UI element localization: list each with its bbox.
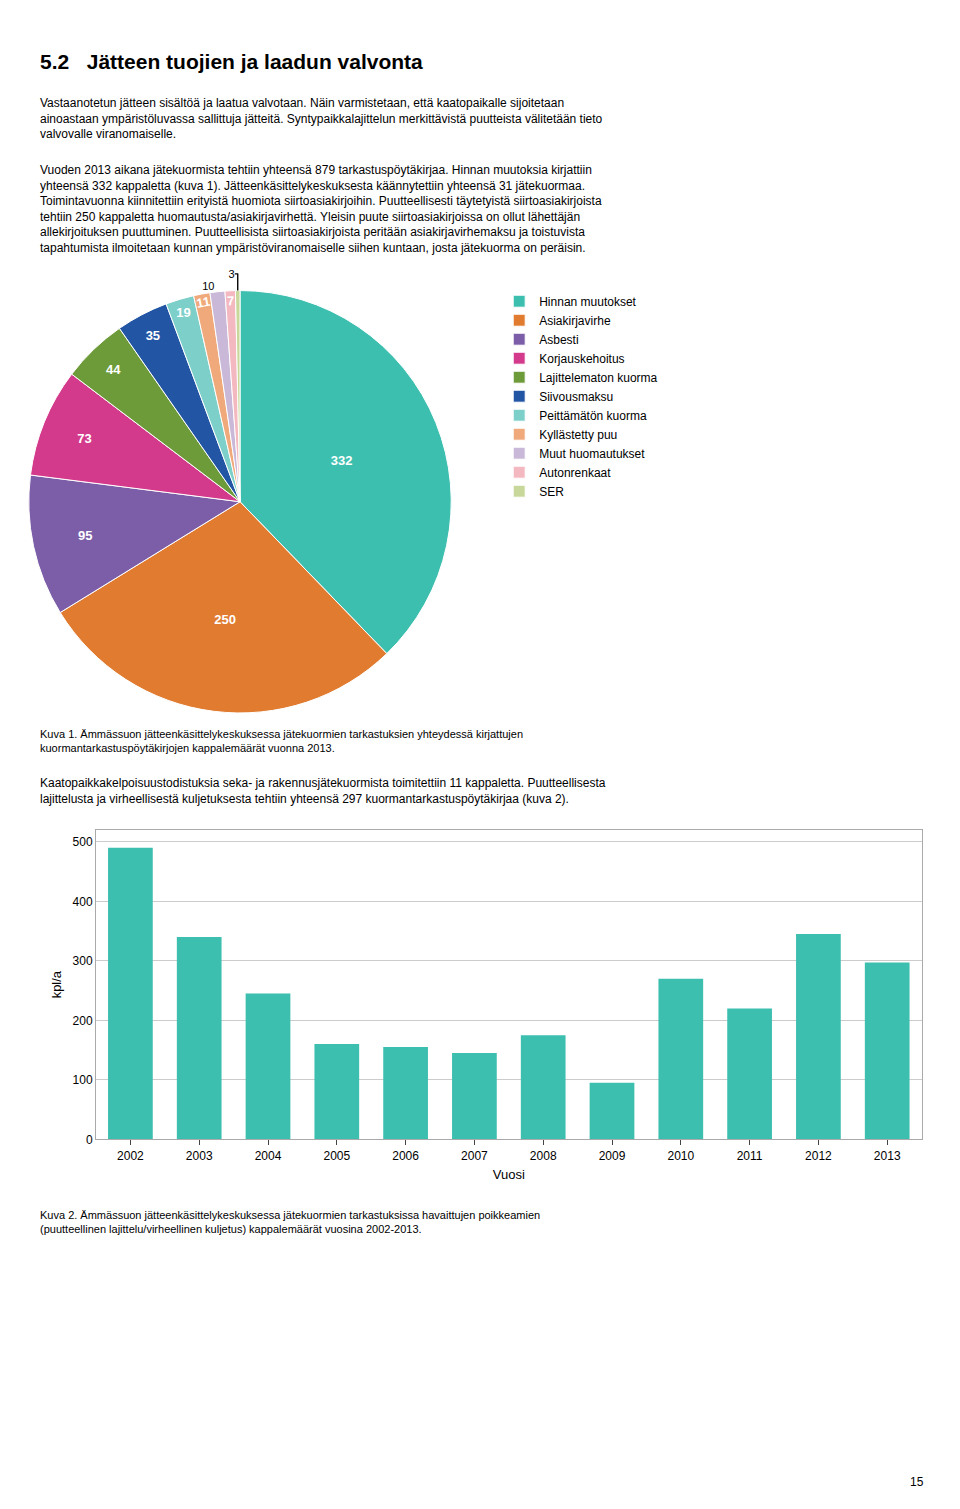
svg-text:2007: 2007 (461, 1149, 488, 1163)
svg-text:Vuosi: Vuosi (493, 1167, 525, 1182)
svg-text:2005: 2005 (323, 1149, 350, 1163)
svg-text:300: 300 (73, 954, 93, 968)
svg-text:2008: 2008 (530, 1149, 557, 1163)
svg-text:Autonrenkaat: Autonrenkaat (539, 466, 611, 480)
svg-text:19: 19 (176, 305, 190, 320)
svg-text:10: 10 (202, 280, 214, 292)
svg-text:73: 73 (77, 431, 91, 446)
svg-text:2013: 2013 (874, 1149, 901, 1163)
svg-text:2002: 2002 (117, 1149, 144, 1163)
svg-text:Kyllästetty puu: Kyllästetty puu (539, 428, 617, 442)
svg-text:Peittämätön kuorma: Peittämätön kuorma (539, 409, 647, 423)
svg-text:Korjauskehoitus: Korjauskehoitus (539, 352, 624, 366)
svg-text:35: 35 (146, 328, 160, 343)
svg-text:95: 95 (78, 528, 92, 543)
svg-text:332: 332 (331, 453, 353, 468)
svg-text:Hinnan muutokset: Hinnan muutokset (539, 295, 636, 309)
svg-text:250: 250 (214, 612, 236, 627)
svg-text:Kuva 1. Ämmässuon jätteenkäsit: Kuva 1. Ämmässuon jätteenkäsittelykeskuk… (40, 728, 523, 754)
svg-text:400: 400 (73, 895, 93, 909)
svg-text:5.2 Jätteen tuojien ja laadu: 5.2 Jätteen tuojien ja laadun valvonta (40, 50, 423, 73)
svg-text:Lajittelematon kuorma: Lajittelematon kuorma (539, 371, 657, 385)
svg-text:2003: 2003 (186, 1149, 213, 1163)
svg-text:Kaatopaikkakelpoisuustodistuks: Kaatopaikkakelpoisuustodistuksia seka- j… (40, 776, 606, 806)
svg-text:3: 3 (229, 268, 235, 280)
svg-text:kpl/a: kpl/a (49, 970, 64, 998)
svg-text:Vastaanotetun jätteen sisältöä: Vastaanotetun jätteen sisältöä ja laatua… (40, 96, 603, 141)
svg-text:2012: 2012 (805, 1149, 832, 1163)
svg-text:2011: 2011 (737, 1149, 763, 1163)
svg-text:11: 11 (195, 294, 211, 311)
svg-text:2009: 2009 (599, 1149, 626, 1163)
svg-text:2004: 2004 (255, 1149, 282, 1163)
svg-text:0: 0 (86, 1133, 93, 1147)
svg-text:7: 7 (227, 293, 235, 308)
svg-text:15: 15 (910, 1475, 924, 1489)
svg-text:2006: 2006 (392, 1149, 419, 1163)
svg-text:Asiakirjavirhe: Asiakirjavirhe (539, 314, 611, 328)
svg-text:2010: 2010 (667, 1149, 694, 1163)
svg-text:Asbesti: Asbesti (539, 333, 578, 347)
svg-text:Kuva 2. Ämmässuon jätteenkäsit: Kuva 2. Ämmässuon jätteenkäsittelykeskuk… (40, 1209, 540, 1235)
svg-text:Muut huomautukset: Muut huomautukset (539, 447, 645, 461)
svg-text:200: 200 (73, 1014, 93, 1028)
svg-text:SER: SER (539, 485, 564, 499)
svg-text:Siivousmaksu: Siivousmaksu (539, 390, 613, 404)
svg-text:100: 100 (73, 1073, 93, 1087)
svg-text:44: 44 (106, 362, 121, 377)
svg-text:Vuoden 2013 aikana jätekuormis: Vuoden 2013 aikana jätekuormista tehtiin… (40, 163, 602, 255)
svg-text:500: 500 (73, 835, 93, 849)
